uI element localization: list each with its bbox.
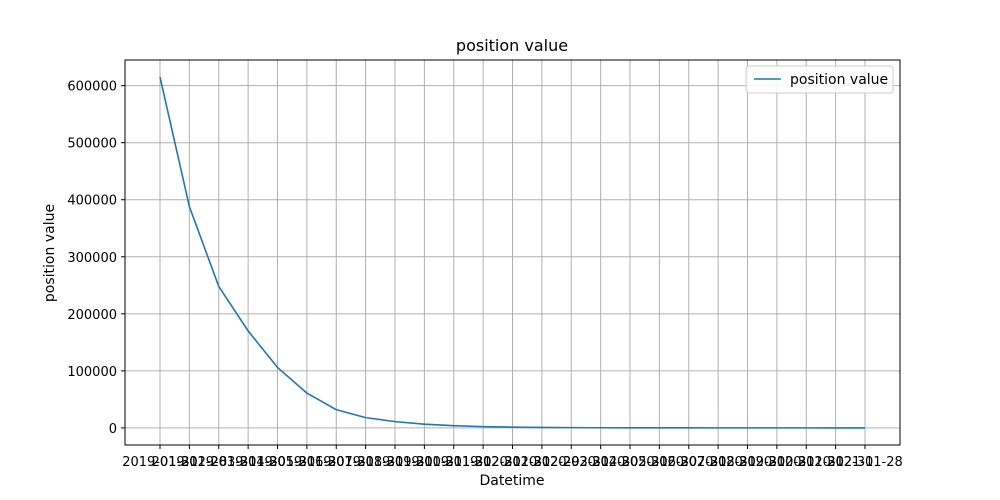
x-tick-label: 2020-03-31 <box>533 455 609 470</box>
x-tick-label: 2019-09-30 <box>357 455 433 470</box>
x-tick-label: 2020-09-30 <box>710 455 786 470</box>
legend-box <box>745 65 894 94</box>
x-tick-label: 2019-03-31 <box>181 455 257 470</box>
x-tick-label: 2019-02-28 <box>152 455 228 470</box>
x-tick-label: 2019-07-31 <box>298 455 374 470</box>
chart-title: position value <box>456 36 568 55</box>
y-axis-ticks: 0 100000 200000 300000 400000 500000 600000 <box>67 80 125 437</box>
series-line-position-value <box>159 76 865 429</box>
y-tick-label: 0 <box>109 422 117 437</box>
y-tick-label: 200000 <box>67 308 117 323</box>
x-tick-label: 2019-08-31 <box>328 455 404 470</box>
legend-entry-label: position value <box>790 72 888 88</box>
x-tick-label: 2020-08-31 <box>680 455 756 470</box>
x-tick-label: 2020-07-31 <box>651 455 727 470</box>
y-axis-label: position value <box>42 204 58 302</box>
y-tick-label: 400000 <box>67 194 117 209</box>
x-tick-label: 2020-06-30 <box>622 455 698 470</box>
x-tick-label: 2020-01-31 <box>475 455 551 470</box>
legend: position value <box>745 65 894 94</box>
y-tick-label: 500000 <box>67 137 117 152</box>
x-tick-label: 2020-12-31 <box>798 455 874 470</box>
x-tick-label: 2019-12-31 <box>445 455 521 470</box>
y-tick-label: 600000 <box>67 80 117 95</box>
x-tick-label: 2020-05-31 <box>592 455 668 470</box>
x-tick-label: 2020-02-29 <box>504 455 580 470</box>
x-tick-label: 2019-01-31 <box>122 455 198 470</box>
x-tick-label: 2019-06-30 <box>269 455 345 470</box>
x-tick-label: 2020-10-31 <box>739 455 815 470</box>
x-tick-label: 2021-01-28 <box>827 455 903 470</box>
x-tick-label: 2019-10-31 <box>387 455 463 470</box>
series-layer <box>159 76 865 429</box>
x-tick-label: 2020-04-30 <box>563 455 639 470</box>
x-tick-label: 2019-04-30 <box>210 455 286 470</box>
x-tick-label: 2019-05-31 <box>240 455 316 470</box>
x-tick-label: 2019-11-30 <box>416 455 492 470</box>
x-tick-label: 2020-11-30 <box>768 455 844 470</box>
y-tick-label: 300000 <box>67 251 117 266</box>
x-axis-label: Datetime <box>479 473 544 489</box>
x-axis-ticks: 2019-01-312019-02-282019-03-312019-04-30… <box>122 445 903 470</box>
y-tick-label: 100000 <box>67 365 117 380</box>
